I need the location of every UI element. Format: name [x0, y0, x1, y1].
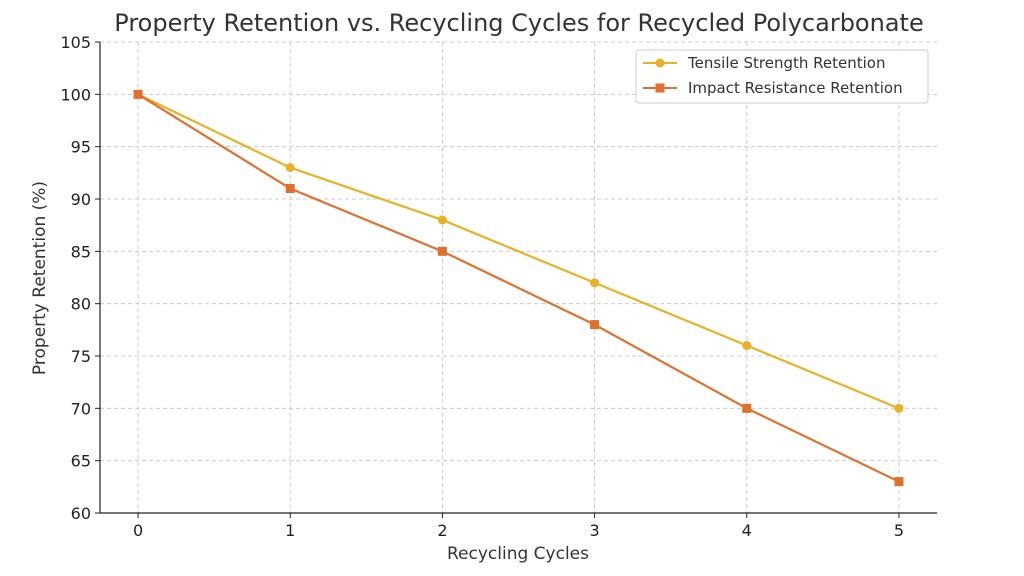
- series-group: [133, 89, 904, 487]
- data-point-circle: [437, 215, 447, 225]
- y-tick-label: 70: [71, 399, 91, 418]
- y-tick-label: 65: [71, 452, 91, 471]
- y-tick-label: 75: [71, 347, 91, 366]
- data-point-circle: [590, 278, 600, 288]
- data-point-square: [285, 184, 295, 194]
- data-point-square: [133, 89, 143, 99]
- data-point-square: [894, 477, 904, 487]
- series-line-0: [137, 93, 900, 410]
- y-tick-label: 85: [71, 242, 91, 261]
- data-point-square: [437, 246, 447, 256]
- axes: 60 65 70 75 80 85 90 95 100 105 0 1 2 3 4 5: [60, 33, 937, 540]
- x-tick-label: 2: [437, 521, 447, 540]
- data-point-square: [590, 320, 600, 330]
- legend-marker-tensile: [655, 58, 665, 68]
- y-axis-label: Property Retention (%): [30, 181, 50, 375]
- x-tick-label: 0: [133, 521, 143, 540]
- legend: Tensile Strength Retention Impact Resist…: [635, 49, 929, 104]
- x-tick-label: 1: [285, 521, 295, 540]
- y-tick-label: 100: [60, 85, 91, 104]
- x-axis-label: Recycling Cycles: [447, 544, 589, 564]
- series-line-1: [137, 93, 900, 483]
- data-point-square: [742, 403, 752, 413]
- data-point-circle: [285, 163, 295, 173]
- x-tick-label: 3: [589, 521, 599, 540]
- legend-box: [635, 49, 929, 104]
- y-tick-label: 60: [71, 504, 91, 523]
- x-tick-label: 4: [742, 521, 752, 540]
- y-tick-label: 95: [71, 138, 91, 157]
- data-point-circle: [742, 341, 752, 351]
- legend-label-tensile: Tensile Strength Retention: [687, 54, 885, 72]
- grid: [100, 41, 937, 514]
- legend-marker-impact: [655, 83, 665, 93]
- y-tick-label: 90: [71, 190, 91, 209]
- y-tick-label: 80: [71, 295, 91, 314]
- data-point-circle: [894, 403, 904, 413]
- legend-label-impact: Impact Resistance Retention: [688, 79, 903, 97]
- chart-title: Property Retention vs. Recycling Cycles …: [114, 9, 923, 37]
- y-tick-label: 105: [60, 33, 91, 52]
- x-tick-label: 5: [894, 521, 904, 540]
